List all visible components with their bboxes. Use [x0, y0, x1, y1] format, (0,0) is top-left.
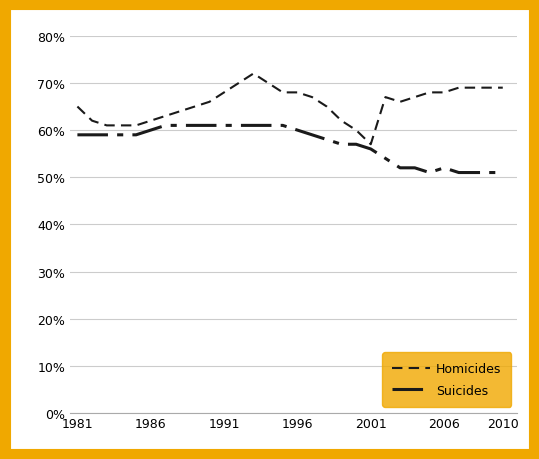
- Legend: Homicides, Suicides: Homicides, Suicides: [382, 352, 511, 407]
